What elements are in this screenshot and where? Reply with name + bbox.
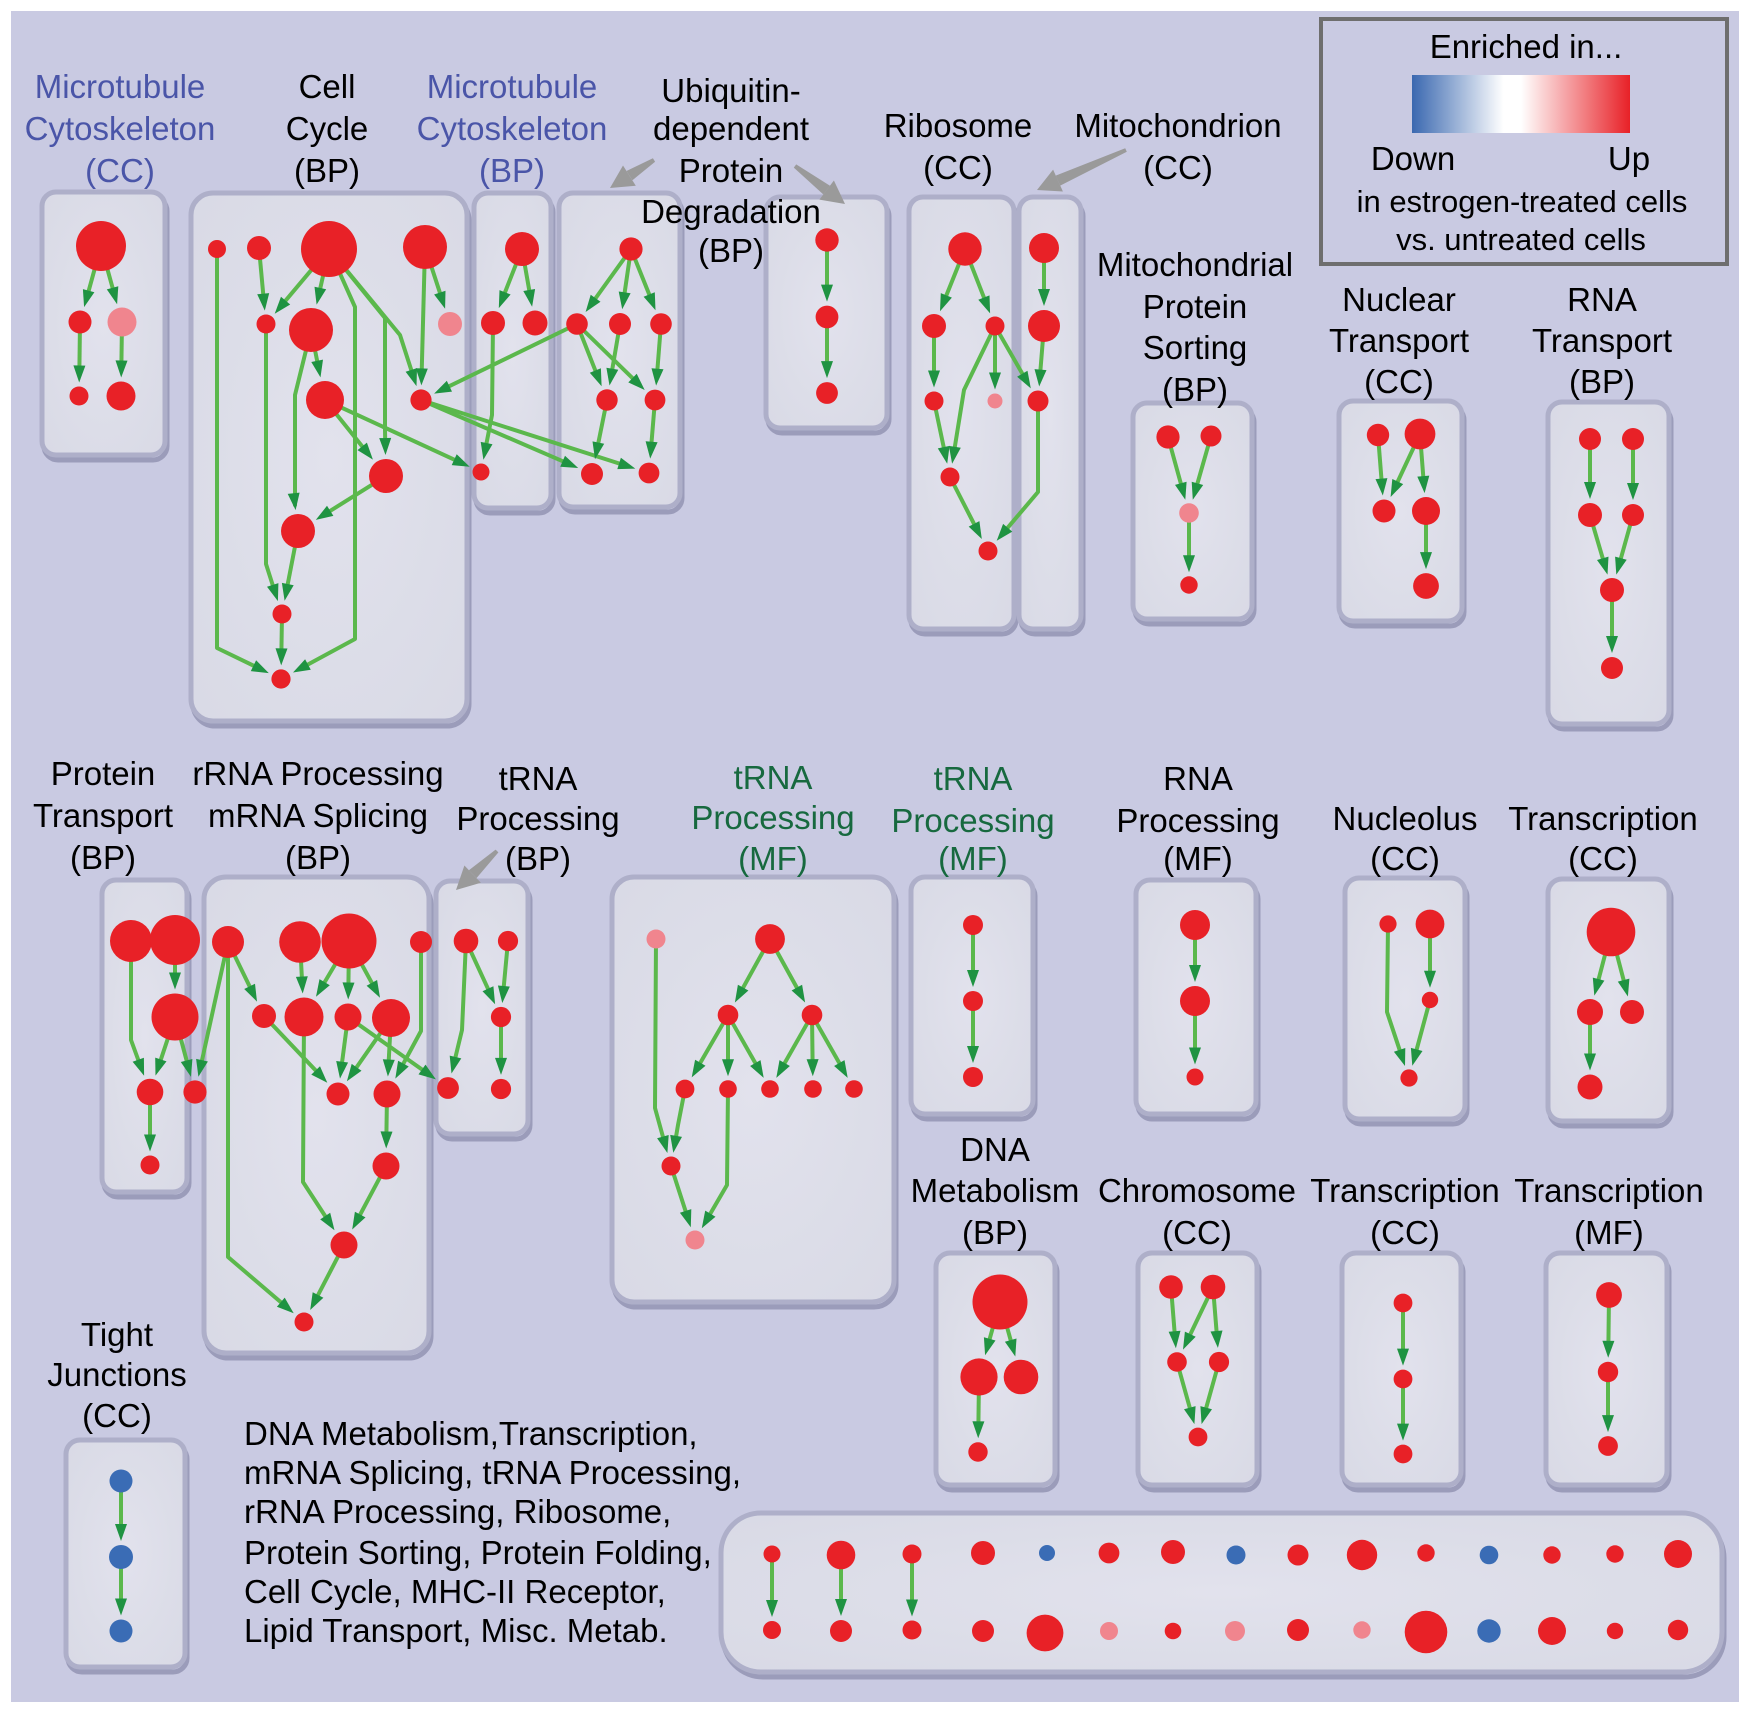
svg-text:Enriched in...: Enriched in... — [1430, 28, 1623, 65]
svg-text:dependent: dependent — [653, 110, 809, 147]
svg-text:mRNA Splicing: mRNA Splicing — [208, 797, 428, 834]
svg-text:DNA: DNA — [960, 1131, 1030, 1168]
svg-text:(CC): (CC) — [1364, 363, 1434, 400]
svg-text:rRNA Processing, Ribosome,: rRNA Processing, Ribosome, — [244, 1493, 671, 1530]
svg-text:Tight: Tight — [81, 1316, 153, 1353]
svg-text:vs. untreated cells: vs. untreated cells — [1396, 222, 1646, 257]
svg-text:DNA Metabolism,Transcription,: DNA Metabolism,Transcription, — [244, 1415, 698, 1452]
svg-text:Protein: Protein — [51, 755, 156, 792]
svg-text:Cytoskeleton: Cytoskeleton — [25, 110, 216, 147]
svg-text:Cell: Cell — [299, 68, 356, 105]
svg-text:(BP): (BP) — [505, 840, 571, 877]
svg-text:RNA: RNA — [1567, 281, 1637, 318]
svg-text:Transcription: Transcription — [1508, 800, 1698, 837]
svg-text:Mitochondrion: Mitochondrion — [1074, 107, 1281, 144]
svg-text:tRNA: tRNA — [934, 760, 1013, 797]
svg-text:Nuclear: Nuclear — [1342, 281, 1456, 318]
svg-text:Transcription: Transcription — [1514, 1172, 1704, 1209]
svg-text:mRNA Splicing, tRNA Processing: mRNA Splicing, tRNA Processing, — [244, 1454, 741, 1491]
svg-text:Mitochondrial: Mitochondrial — [1097, 246, 1293, 283]
svg-text:Up: Up — [1608, 140, 1650, 177]
svg-text:Processing: Processing — [1116, 802, 1279, 839]
svg-text:Cycle: Cycle — [286, 110, 369, 147]
svg-text:Metabolism: Metabolism — [911, 1172, 1080, 1209]
svg-text:tRNA: tRNA — [734, 759, 813, 796]
svg-text:(CC): (CC) — [1568, 840, 1638, 877]
svg-text:Microtubule: Microtubule — [427, 68, 598, 105]
svg-text:(MF): (MF) — [938, 840, 1008, 877]
svg-text:Degradation: Degradation — [641, 193, 821, 230]
svg-text:Cytoskeleton: Cytoskeleton — [417, 110, 608, 147]
svg-text:(MF): (MF) — [1574, 1214, 1644, 1251]
svg-text:Junctions: Junctions — [47, 1356, 186, 1393]
svg-text:(CC): (CC) — [1370, 1214, 1440, 1251]
svg-text:Ubiquitin-: Ubiquitin- — [661, 72, 800, 109]
svg-text:Chromosome: Chromosome — [1098, 1172, 1296, 1209]
svg-text:(CC): (CC) — [85, 152, 155, 189]
svg-text:Transport: Transport — [33, 797, 173, 834]
svg-text:(BP): (BP) — [962, 1214, 1028, 1251]
svg-text:Processing: Processing — [691, 799, 854, 836]
svg-text:(CC): (CC) — [1162, 1214, 1232, 1251]
svg-text:Protein: Protein — [679, 152, 784, 189]
svg-text:Down: Down — [1371, 140, 1455, 177]
svg-text:(BP): (BP) — [285, 839, 351, 876]
svg-text:(CC): (CC) — [1370, 840, 1440, 877]
svg-text:Protein: Protein — [1143, 288, 1248, 325]
svg-text:(BP): (BP) — [294, 152, 360, 189]
svg-text:Microtubule: Microtubule — [35, 68, 206, 105]
svg-text:Ribosome: Ribosome — [884, 107, 1033, 144]
svg-text:Nucleolus: Nucleolus — [1333, 800, 1478, 837]
svg-text:Cell Cycle, MHC-II Receptor,: Cell Cycle, MHC-II Receptor, — [244, 1573, 666, 1610]
svg-text:Transport: Transport — [1329, 322, 1469, 359]
svg-text:RNA: RNA — [1163, 760, 1233, 797]
svg-text:(BP): (BP) — [479, 152, 545, 189]
svg-text:(MF): (MF) — [738, 840, 808, 877]
svg-text:Transcription: Transcription — [1310, 1172, 1500, 1209]
svg-text:Processing: Processing — [456, 800, 619, 837]
svg-text:Lipid Transport, Misc. Metab.: Lipid Transport, Misc. Metab. — [244, 1612, 668, 1649]
svg-text:tRNA: tRNA — [499, 760, 578, 797]
svg-text:Transport: Transport — [1532, 322, 1672, 359]
svg-text:in estrogen-treated cells: in estrogen-treated cells — [1357, 184, 1688, 219]
svg-text:Processing: Processing — [891, 802, 1054, 839]
svg-text:(BP): (BP) — [1162, 371, 1228, 408]
svg-text:(BP): (BP) — [1569, 363, 1635, 400]
svg-text:(BP): (BP) — [70, 839, 136, 876]
svg-text:(BP): (BP) — [698, 232, 764, 269]
svg-text:(CC): (CC) — [923, 149, 993, 186]
svg-text:(MF): (MF) — [1163, 840, 1233, 877]
svg-text:Protein Sorting, Protein Foldi: Protein Sorting, Protein Folding, — [244, 1534, 712, 1571]
svg-text:(CC): (CC) — [1143, 149, 1213, 186]
svg-text:Sorting: Sorting — [1143, 329, 1248, 366]
svg-text:(CC): (CC) — [82, 1397, 152, 1434]
svg-text:rRNA Processing: rRNA Processing — [192, 755, 443, 792]
